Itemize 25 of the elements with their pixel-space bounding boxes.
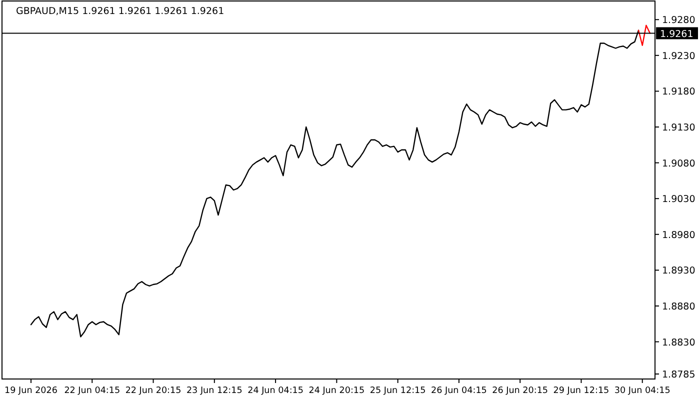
y-tick-label: 1.8785: [662, 369, 696, 380]
y-tick-label: 1.9130: [662, 122, 696, 134]
x-tick-label: 29 Jun 12:15: [553, 386, 610, 396]
y-tick-label: 1.8880: [662, 301, 696, 312]
x-tick-label: 26 Jun 20:15: [492, 386, 548, 396]
x-tick-label: 30 Jun 04:15: [614, 386, 670, 396]
y-tick-label: 1.8980: [662, 230, 696, 241]
y-tick-label: 1.9230: [662, 50, 696, 62]
x-tick-label: 22 Jun 04:15: [64, 386, 120, 396]
x-tick-label: 23 Jun 12:15: [186, 386, 242, 396]
x-tick-label: 22 Jun 20:15: [125, 386, 182, 396]
line-series: [638, 24, 651, 46]
y-tick-label: 1.9180: [662, 86, 696, 98]
x-tick-label: 24 Jun 20:15: [308, 386, 365, 396]
y-tick-label: 1.8930: [662, 266, 696, 277]
x-tick-label: 19 Jun 2026: [4, 386, 58, 396]
x-tick-label: 25 Jun 12:15: [370, 386, 426, 396]
ref-line-label: 1.9261: [660, 29, 694, 40]
x-tick-label: 26 Jun 04:15: [431, 386, 487, 396]
x-tick-label: 24 Jun 04:15: [248, 386, 304, 396]
y-tick-label: 1.9080: [662, 158, 696, 170]
y-tick-label: 1.8830: [662, 337, 696, 348]
y-tick-label: 1.9280: [662, 15, 696, 26]
text: GBPAUD,M15 1.9261 1.9261 1.9261 1.9261: [16, 6, 224, 17]
y-tick-label: 1.9030: [662, 194, 696, 206]
